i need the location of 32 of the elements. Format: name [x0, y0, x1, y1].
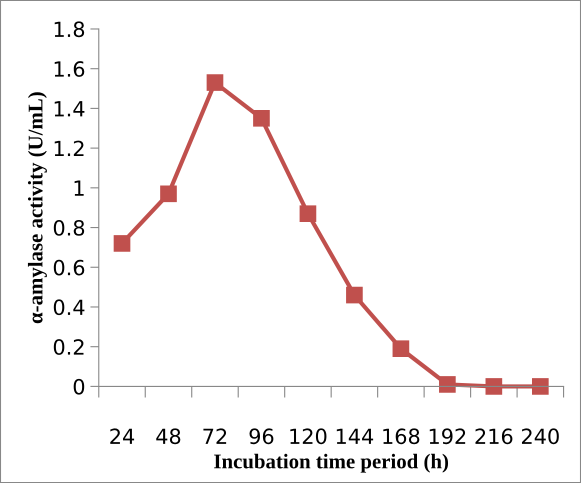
x-tick-label: 24: [110, 428, 134, 444]
x-tick-label: 48: [156, 428, 180, 444]
x-tick-label: 144: [336, 428, 374, 444]
point: [346, 286, 363, 304]
x-tick-label: 216: [475, 428, 512, 444]
y-tick-label: 1.2: [54, 140, 84, 156]
y-axis-title: α-amylase activity (U/mL): [28, 92, 47, 324]
x-tick-label: 192: [430, 428, 466, 444]
point: [253, 110, 270, 127]
x-tick-label: 240: [522, 428, 559, 444]
y-tick-label: 0.2: [54, 339, 84, 355]
point: [114, 235, 130, 252]
point: [486, 378, 502, 395]
y-tick-label: 0.6: [54, 260, 84, 276]
y-tick-label: 1.6: [54, 61, 84, 77]
y-tick-label: 0.8: [54, 220, 84, 236]
x-tick-label: 120: [290, 428, 326, 444]
point: [300, 205, 316, 222]
y-tick-label: 1.4: [54, 101, 84, 116]
y-tick-label: 1: [74, 180, 84, 196]
point: [392, 340, 410, 358]
point: [160, 185, 177, 202]
y-tick-label: 0: [74, 378, 84, 395]
x-tick-label: 72: [203, 428, 226, 444]
x-tick-label: 96: [250, 428, 274, 444]
point: [532, 378, 549, 395]
x-tick-label: 168: [383, 428, 420, 444]
y-tick-label: 1.8: [54, 21, 84, 38]
point: [439, 376, 456, 393]
x-axis-title: Incubation time period (h): [214, 454, 448, 473]
point: [206, 74, 224, 91]
y-tick-label: 0.4: [54, 299, 84, 316]
